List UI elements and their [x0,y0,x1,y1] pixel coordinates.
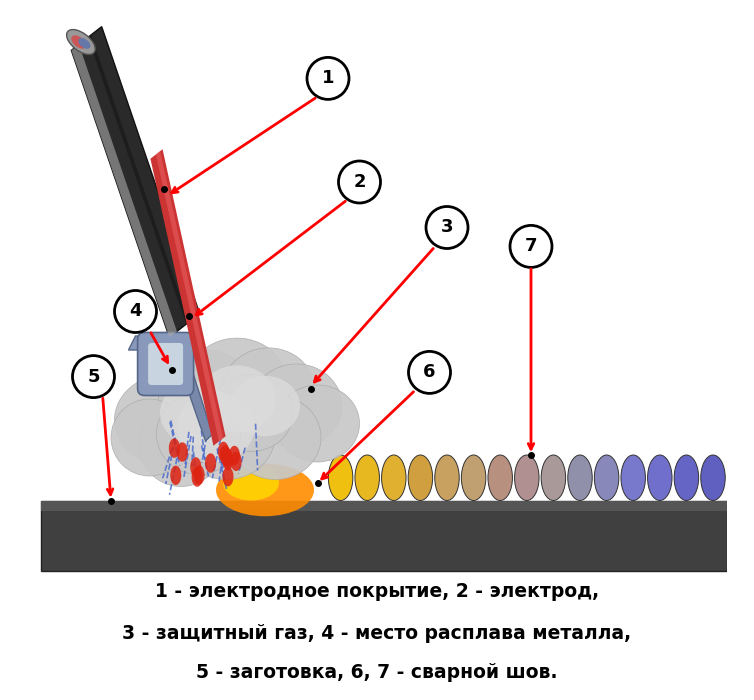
Ellipse shape [488,455,513,500]
Text: 1: 1 [322,69,334,88]
Ellipse shape [72,36,86,48]
Circle shape [307,57,349,99]
Ellipse shape [230,395,321,480]
Ellipse shape [355,455,379,500]
Polygon shape [128,336,153,350]
Ellipse shape [223,348,314,429]
Ellipse shape [177,392,255,462]
Text: 3 - защитный газ, 4 - место расплава металла,: 3 - защитный газ, 4 - место расплава мет… [122,624,632,643]
Polygon shape [88,35,189,324]
Ellipse shape [188,338,286,425]
Circle shape [72,356,115,398]
Polygon shape [151,149,225,446]
Ellipse shape [568,455,592,500]
Text: 6: 6 [423,363,436,382]
Circle shape [426,206,468,248]
Ellipse shape [408,455,433,500]
Polygon shape [192,468,203,486]
Ellipse shape [328,455,353,500]
Ellipse shape [66,29,95,55]
Polygon shape [190,457,201,477]
Ellipse shape [251,364,342,448]
Polygon shape [219,445,231,465]
FancyBboxPatch shape [137,332,194,396]
Text: 5 - заготовка, 6, 7 - сварной шов.: 5 - заготовка, 6, 7 - сварной шов. [196,662,558,682]
Ellipse shape [160,382,230,444]
Polygon shape [222,451,234,470]
Text: 2: 2 [354,173,366,191]
Circle shape [510,225,552,267]
Ellipse shape [177,389,275,480]
Polygon shape [169,438,180,458]
Circle shape [339,161,381,203]
Ellipse shape [648,455,672,500]
Ellipse shape [382,455,406,500]
Polygon shape [156,151,223,442]
Polygon shape [41,500,727,570]
Ellipse shape [115,374,219,466]
Ellipse shape [674,455,699,500]
Ellipse shape [78,38,90,49]
Ellipse shape [435,455,459,500]
Polygon shape [72,44,177,337]
Polygon shape [170,466,182,485]
Polygon shape [222,448,233,468]
Polygon shape [222,467,234,486]
Ellipse shape [594,455,619,500]
Polygon shape [205,454,216,473]
Ellipse shape [209,374,293,452]
Ellipse shape [139,402,223,486]
Circle shape [409,351,450,393]
Circle shape [115,290,157,332]
Ellipse shape [223,466,279,500]
Ellipse shape [216,463,314,517]
Ellipse shape [621,455,645,500]
FancyBboxPatch shape [148,343,183,385]
Text: 3: 3 [441,218,453,237]
Text: 1 - электродное покрытие, 2 - электрод,: 1 - электродное покрытие, 2 - электрод, [155,582,599,601]
Text: 5: 5 [87,368,100,386]
Polygon shape [41,500,727,511]
Ellipse shape [111,399,188,476]
Ellipse shape [700,455,725,500]
Polygon shape [218,442,229,461]
Ellipse shape [275,385,360,462]
Polygon shape [231,452,242,471]
Ellipse shape [461,455,486,500]
Text: 7: 7 [525,237,538,256]
Ellipse shape [230,376,300,436]
Ellipse shape [541,455,566,500]
Polygon shape [229,446,240,466]
Polygon shape [177,442,188,462]
Ellipse shape [198,365,275,433]
Polygon shape [72,27,200,337]
Ellipse shape [157,393,241,475]
Polygon shape [143,336,213,441]
Polygon shape [194,466,204,485]
Ellipse shape [514,455,539,500]
Ellipse shape [158,350,253,434]
Text: 4: 4 [129,302,142,321]
